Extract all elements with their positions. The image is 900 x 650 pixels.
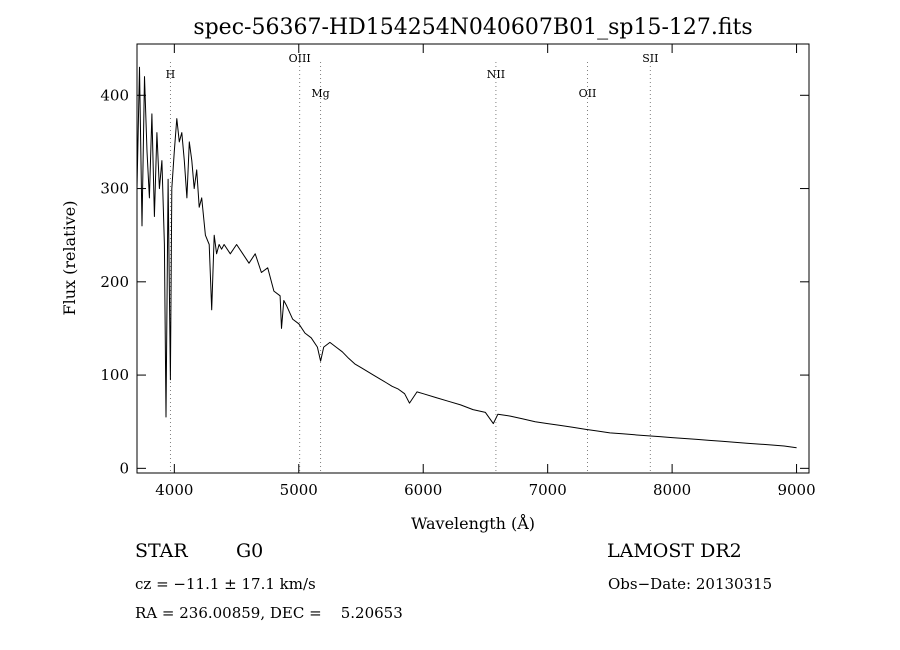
observation-date: Obs−Date: 20130315 xyxy=(608,575,773,593)
coordinates: RA = 236.00859, DEC = 5.20653 xyxy=(135,604,403,622)
spectral-line-label: H xyxy=(166,68,176,81)
chart-title: spec-56367-HD154254N040607B01_sp15-127.f… xyxy=(193,15,752,40)
y-tick-label: 200 xyxy=(100,273,129,291)
x-axis-label: Wavelength (Å) xyxy=(411,513,535,533)
spectrum-line xyxy=(136,66,797,449)
plot-frame xyxy=(136,43,810,474)
spectral-line-label: OII xyxy=(579,87,597,100)
redshift-velocity: cz = −11.1 ± 17.1 km/s xyxy=(135,575,316,593)
y-tick-label: 100 xyxy=(100,366,129,384)
x-tick-label: 4000 xyxy=(155,481,193,499)
spectral-line-label: OIII xyxy=(289,52,311,65)
x-tick-label: 5000 xyxy=(280,481,318,499)
y-tick-label: 300 xyxy=(100,180,129,198)
spectral-line-label: SII xyxy=(642,52,658,65)
subclass: G0 xyxy=(236,540,264,562)
x-tick-label: 7000 xyxy=(529,481,567,499)
y-tick-label: 0 xyxy=(119,459,129,477)
x-tick-label: 8000 xyxy=(653,481,691,499)
x-tick-label: 6000 xyxy=(404,481,442,499)
spectral-line-label: NII xyxy=(487,68,505,81)
x-tick-label: 9000 xyxy=(777,481,815,499)
y-axis-label: Flux (relative) xyxy=(60,201,79,316)
y-tick-label: 400 xyxy=(100,86,129,104)
survey-name: LAMOST DR2 xyxy=(607,540,742,562)
object-type: STAR xyxy=(135,540,188,562)
spectral-line-label: Mg xyxy=(311,87,329,100)
